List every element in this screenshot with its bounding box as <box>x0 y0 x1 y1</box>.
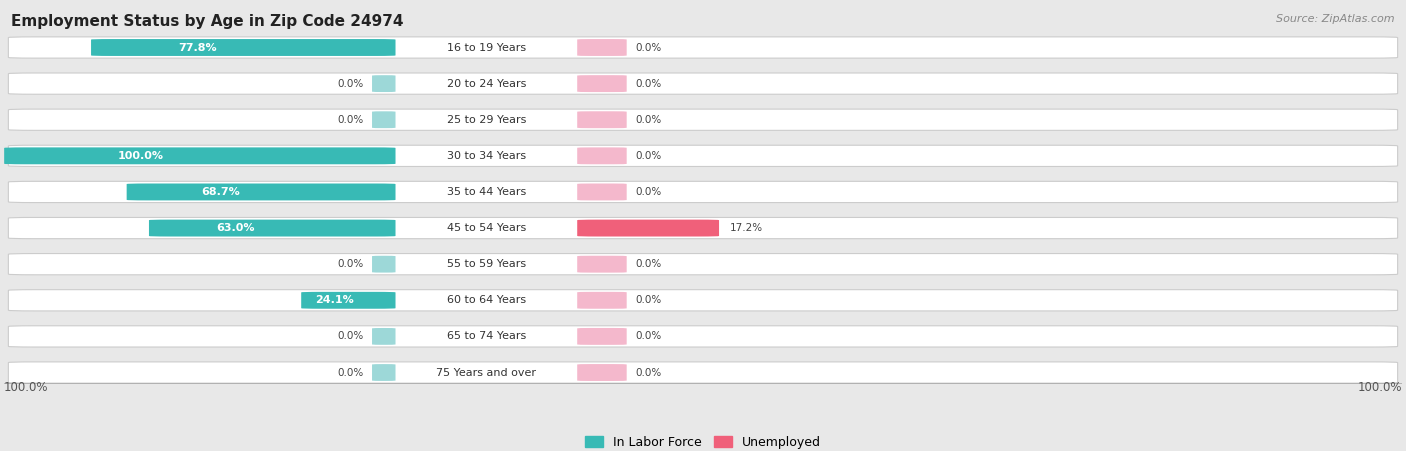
FancyBboxPatch shape <box>127 184 395 200</box>
Legend: In Labor Force, Unemployed: In Labor Force, Unemployed <box>581 431 825 451</box>
FancyBboxPatch shape <box>578 147 627 164</box>
FancyBboxPatch shape <box>373 364 395 381</box>
FancyBboxPatch shape <box>8 109 1398 130</box>
Text: 20 to 24 Years: 20 to 24 Years <box>447 78 526 88</box>
Text: 0.0%: 0.0% <box>337 259 364 269</box>
FancyBboxPatch shape <box>373 328 395 345</box>
FancyBboxPatch shape <box>8 362 1398 383</box>
FancyBboxPatch shape <box>8 181 1398 202</box>
FancyBboxPatch shape <box>373 75 395 92</box>
FancyBboxPatch shape <box>578 75 627 92</box>
Text: 75 Years and over: 75 Years and over <box>436 368 536 377</box>
FancyBboxPatch shape <box>8 253 1398 275</box>
Text: 68.7%: 68.7% <box>201 187 240 197</box>
FancyBboxPatch shape <box>8 326 1398 347</box>
FancyBboxPatch shape <box>578 328 627 345</box>
Text: 30 to 34 Years: 30 to 34 Years <box>447 151 526 161</box>
Text: 0.0%: 0.0% <box>636 368 661 377</box>
Text: 77.8%: 77.8% <box>179 42 217 52</box>
Text: 45 to 54 Years: 45 to 54 Years <box>447 223 526 233</box>
Text: 35 to 44 Years: 35 to 44 Years <box>447 187 526 197</box>
FancyBboxPatch shape <box>149 220 395 236</box>
Text: 24.1%: 24.1% <box>315 295 353 305</box>
Text: 0.0%: 0.0% <box>636 295 661 305</box>
FancyBboxPatch shape <box>8 37 1398 58</box>
FancyBboxPatch shape <box>4 147 395 164</box>
FancyBboxPatch shape <box>373 256 395 273</box>
Text: 100.0%: 100.0% <box>1357 381 1402 394</box>
Text: 0.0%: 0.0% <box>636 42 661 52</box>
Text: 0.0%: 0.0% <box>337 115 364 125</box>
Text: 0.0%: 0.0% <box>636 331 661 341</box>
Text: 0.0%: 0.0% <box>337 331 364 341</box>
FancyBboxPatch shape <box>578 364 627 381</box>
Text: 0.0%: 0.0% <box>636 78 661 88</box>
FancyBboxPatch shape <box>91 39 395 56</box>
FancyBboxPatch shape <box>578 220 718 236</box>
Text: 65 to 74 Years: 65 to 74 Years <box>447 331 526 341</box>
FancyBboxPatch shape <box>301 292 395 309</box>
Text: 17.2%: 17.2% <box>730 223 763 233</box>
Text: Employment Status by Age in Zip Code 24974: Employment Status by Age in Zip Code 249… <box>11 14 404 28</box>
Text: 0.0%: 0.0% <box>337 368 364 377</box>
Text: 0.0%: 0.0% <box>636 259 661 269</box>
Text: 100.0%: 100.0% <box>118 151 165 161</box>
Text: 0.0%: 0.0% <box>636 115 661 125</box>
Text: 60 to 64 Years: 60 to 64 Years <box>447 295 526 305</box>
Text: 0.0%: 0.0% <box>636 151 661 161</box>
Text: 25 to 29 Years: 25 to 29 Years <box>447 115 526 125</box>
FancyBboxPatch shape <box>578 292 627 309</box>
FancyBboxPatch shape <box>8 290 1398 311</box>
FancyBboxPatch shape <box>373 111 395 128</box>
FancyBboxPatch shape <box>578 111 627 128</box>
Text: 63.0%: 63.0% <box>217 223 254 233</box>
Text: 55 to 59 Years: 55 to 59 Years <box>447 259 526 269</box>
FancyBboxPatch shape <box>578 39 627 56</box>
FancyBboxPatch shape <box>8 145 1398 166</box>
Text: 16 to 19 Years: 16 to 19 Years <box>447 42 526 52</box>
Text: 0.0%: 0.0% <box>636 187 661 197</box>
FancyBboxPatch shape <box>8 73 1398 94</box>
Text: 0.0%: 0.0% <box>337 78 364 88</box>
Text: Source: ZipAtlas.com: Source: ZipAtlas.com <box>1277 14 1395 23</box>
FancyBboxPatch shape <box>578 184 627 200</box>
FancyBboxPatch shape <box>578 256 627 273</box>
Text: 100.0%: 100.0% <box>4 381 49 394</box>
FancyBboxPatch shape <box>8 217 1398 239</box>
